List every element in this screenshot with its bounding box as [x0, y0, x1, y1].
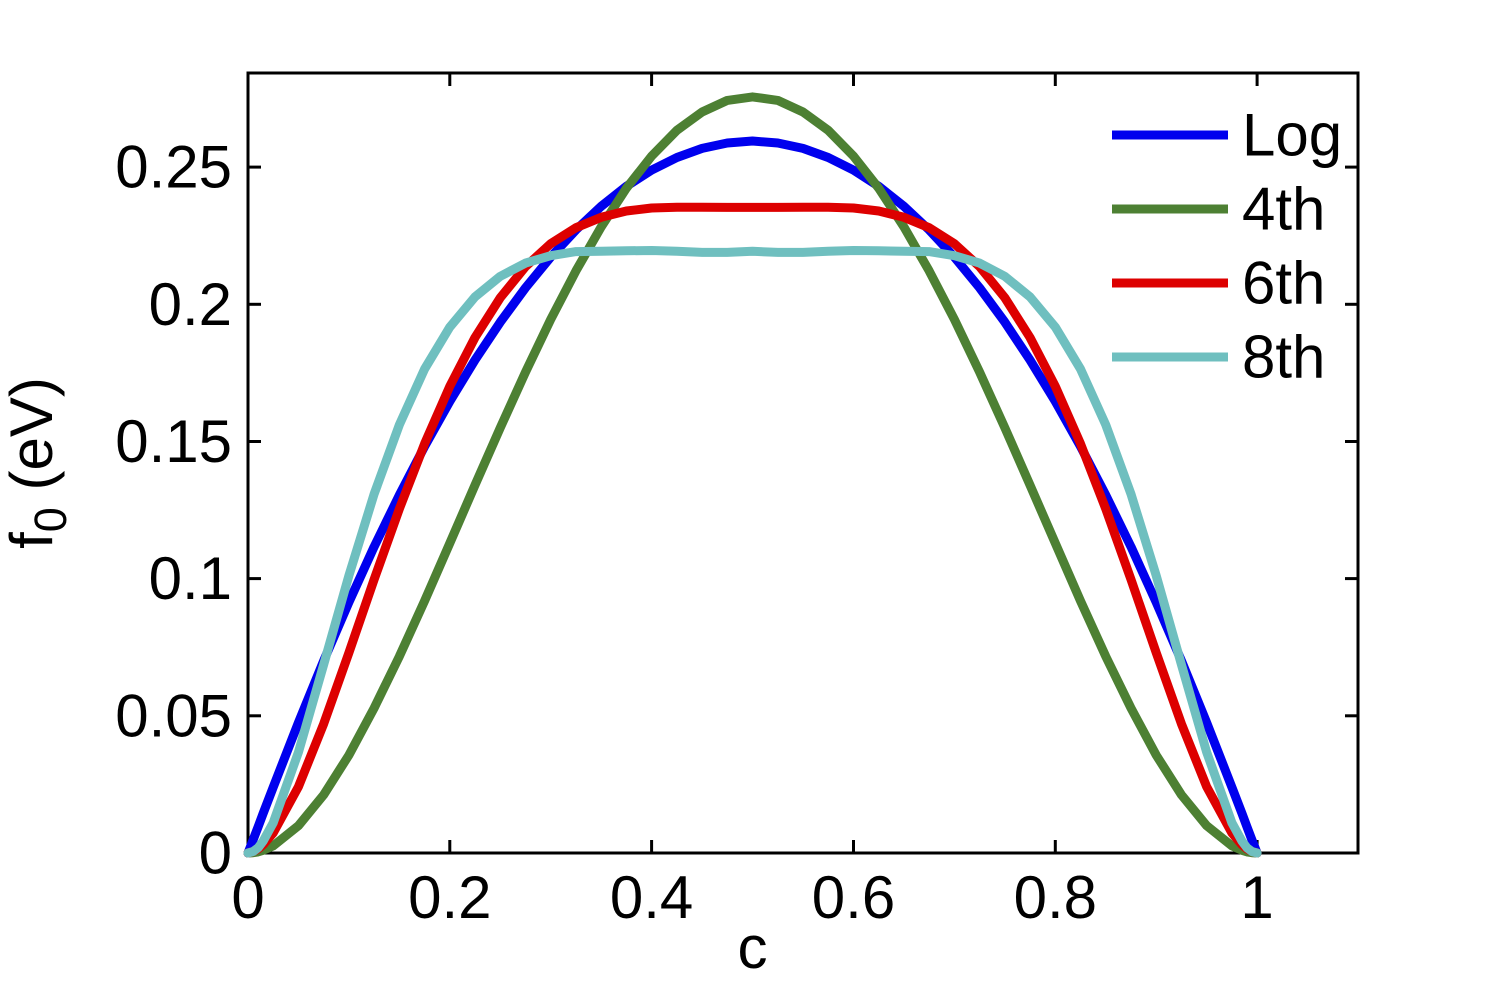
- y-tick-label: 0: [199, 820, 232, 887]
- x-tick-label: 1: [1240, 864, 1273, 931]
- y-tick-label: 0.05: [115, 682, 232, 749]
- y-tick-label: 0.15: [115, 408, 232, 475]
- legend-label-6th: 6th: [1242, 250, 1325, 317]
- curve-4th: [243, 92, 1262, 858]
- curve-log: [243, 136, 1262, 858]
- x-tick-label: 0.4: [610, 864, 693, 931]
- legend-label-8th: 8th: [1242, 324, 1325, 391]
- x-tick-label: 0.6: [812, 864, 895, 931]
- legend-label-4th: 4th: [1242, 176, 1325, 243]
- curve-8th: [243, 246, 1262, 858]
- x-axis-label: c: [738, 914, 768, 981]
- legend-label-log: Log: [1242, 102, 1342, 169]
- y-axis-label: f0 (eV): [0, 377, 76, 549]
- y-tick-label: 0.2: [149, 271, 232, 338]
- curve-6th: [243, 202, 1262, 858]
- y-tick-label: 0.25: [115, 134, 232, 201]
- x-tick-label: 0.2: [408, 864, 491, 931]
- axes-box: [246, 71, 1360, 855]
- x-tick-label: 0: [231, 864, 264, 931]
- x-tick-label: 0.8: [1014, 864, 1097, 931]
- y-tick-label: 0.1: [149, 545, 232, 612]
